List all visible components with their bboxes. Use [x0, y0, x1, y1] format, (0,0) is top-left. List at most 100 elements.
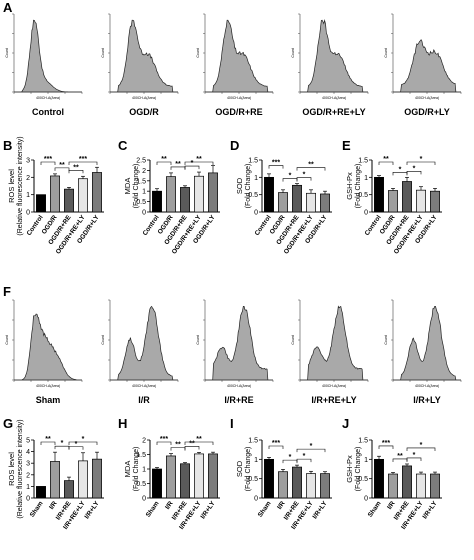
y-tick-label: 0.5	[136, 481, 146, 488]
bar	[78, 460, 88, 499]
bar	[416, 189, 426, 213]
bar	[92, 458, 102, 499]
bar	[208, 172, 218, 213]
significance-bracket	[156, 441, 172, 445]
hist-ylabel: Count	[5, 48, 9, 57]
significance-mark: **	[73, 164, 79, 171]
y-tick-label: 1.5	[248, 158, 258, 165]
hist-xlabel: 400CH-A(Area)	[36, 96, 60, 100]
panel-letter-a: A	[3, 0, 13, 15]
y-axis-label-sub: (Fold Change)	[133, 164, 140, 209]
y-axis-label-sub: (Fold Change)	[245, 447, 252, 492]
bar	[264, 176, 274, 213]
hist-ylabel: Count	[101, 335, 105, 344]
significance-mark: **	[59, 162, 65, 169]
histogram-f-4: Count 400CH-A(Area) I/R+LY	[384, 299, 462, 405]
bar	[430, 473, 440, 499]
hist-title: Control	[32, 107, 64, 117]
y-axis-label: GSH-Px	[345, 455, 354, 483]
y-axis-label-sub: (Relative fluorescence intensity)	[17, 419, 24, 518]
significance-mark: **	[175, 442, 181, 449]
y-tick-label: 0.5	[358, 192, 368, 199]
significance-bracket	[406, 457, 422, 461]
y-tick-label: 2	[142, 438, 146, 445]
significance-bracket	[184, 446, 200, 450]
significance-bracket	[68, 441, 98, 445]
bar-chart-b: 0 1 2 3 ROS level (Relative fluorescence inte…	[7, 136, 104, 256]
significance-mark: *	[303, 172, 306, 179]
bar	[152, 190, 162, 213]
y-tick-label: 1	[26, 484, 30, 491]
histogram-a-2: Count 400CH-A(Area) OGD/R+RE	[196, 13, 274, 117]
significance-mark: **	[383, 156, 389, 163]
category-label: Sham	[145, 500, 161, 519]
significance-bracket	[184, 165, 200, 170]
category-label: I/R	[276, 500, 287, 511]
significance-mark: *	[413, 165, 416, 172]
y-axis-label-sub: (Relative fluorescence intensity)	[17, 136, 24, 235]
hist-ylabel: Count	[196, 335, 200, 344]
y-axis-label: ROS level	[7, 452, 16, 486]
hist-title: OGD/R+LY	[404, 107, 449, 117]
y-axis-label-sub: (Fold Change)	[133, 447, 140, 492]
y-tick-label: 0	[364, 210, 368, 217]
y-tick-label: 1	[26, 192, 30, 199]
category-label: I/R+LY	[84, 500, 101, 521]
bar	[306, 192, 316, 213]
y-axis-label-sub: (Fold Change)	[245, 164, 252, 209]
significance-mark: **	[189, 440, 195, 447]
significance-mark: ***	[272, 440, 280, 447]
y-tick-label: 0	[254, 210, 258, 217]
bar	[388, 473, 398, 499]
significance-mark: ***	[44, 156, 52, 163]
significance-mark: **	[161, 156, 167, 163]
bar	[416, 473, 426, 499]
significance-mark: **	[45, 436, 51, 443]
hist-title: I/R	[138, 395, 150, 405]
significance-bracket	[68, 446, 84, 450]
hist-xlabel: 400CH-A(Area)	[415, 384, 439, 388]
hist-ylabel: Count	[384, 335, 388, 344]
histogram-a-1: Count 400CH-A(Area) OGD/R	[101, 13, 179, 117]
significance-mark: ***	[79, 156, 87, 163]
significance-mark: **	[308, 162, 314, 169]
y-tick-label: 1	[364, 175, 368, 182]
histogram-f-0: Count 400CH-A(Area) Sham	[5, 299, 83, 405]
y-tick-label: 0.5	[248, 192, 258, 199]
bar	[166, 176, 176, 213]
significance-bracket	[296, 167, 326, 171]
significance-bracket	[268, 165, 284, 169]
hist-ylabel: Count	[291, 335, 295, 344]
significance-mark: ***	[272, 160, 280, 167]
hist-ylabel: Count	[384, 48, 388, 57]
hist-title: OGD/R+RE	[215, 107, 262, 117]
significance-mark: ***	[160, 436, 168, 443]
bar	[430, 190, 440, 213]
significance-bracket	[68, 161, 98, 165]
significance-mark: *	[413, 452, 416, 459]
hist-xlabel: 400CH-A(Area)	[322, 384, 346, 388]
significance-mark: *	[399, 166, 402, 173]
y-tick-label: 1.5	[358, 158, 368, 165]
category-label: I/R+LY	[312, 500, 329, 521]
y-tick-label: 0.5	[136, 199, 146, 206]
significance-mark: *	[191, 160, 194, 167]
bar	[78, 178, 88, 213]
histogram-f-1: Count 400CH-A(Area) I/R	[101, 299, 179, 405]
y-tick-label: 3	[26, 461, 30, 468]
significance-bracket	[54, 167, 70, 171]
y-tick-label: 0	[26, 496, 30, 503]
y-tick-label: 2	[26, 472, 30, 479]
panel-letter-i: I	[230, 416, 234, 431]
y-tick-label: 1.5	[136, 452, 146, 459]
hist-title: OGD/R+RE+LY	[302, 107, 365, 117]
y-tick-label: 0.5	[358, 476, 368, 483]
bar	[166, 455, 176, 499]
y-tick-label: 3	[26, 158, 30, 165]
hist-title: Sham	[36, 395, 61, 405]
bar-chart-g: 0 1 2 3 4 5 ROS level (Relative fluorescence in…	[7, 419, 104, 531]
